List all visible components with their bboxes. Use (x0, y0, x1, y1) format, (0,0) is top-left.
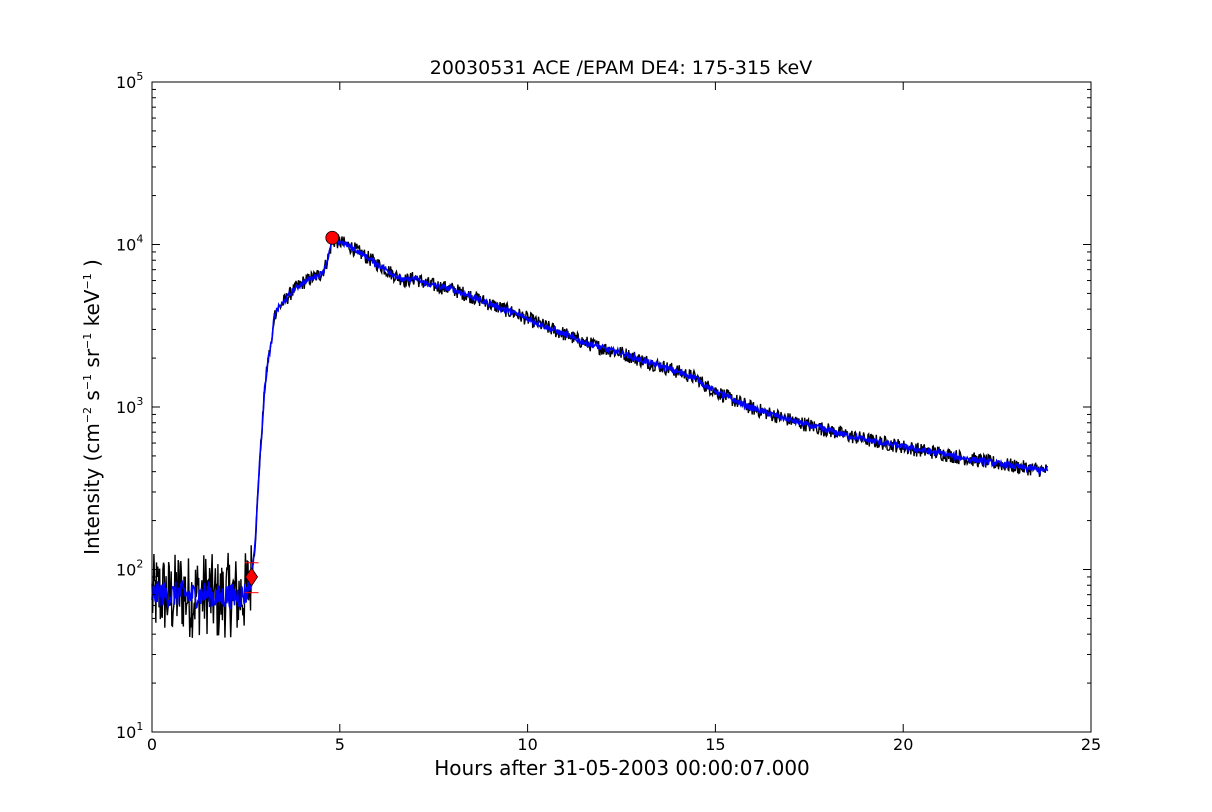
y-label-part2: s (80, 390, 104, 407)
y-tick-base: 10 (116, 561, 136, 580)
series-0 (151, 234, 1048, 638)
y-tick-base: 10 (116, 236, 136, 255)
y-tick-label: 104 (116, 233, 143, 255)
y-label-part3: sr (80, 348, 104, 374)
y-label-prefix: Intensity (cm (80, 423, 104, 555)
y-tick-label: 101 (116, 720, 143, 742)
y-label-exp2: −1 (81, 374, 94, 390)
y-tick-exp: 4 (136, 233, 143, 246)
x-tick-label: 5 (335, 735, 345, 754)
y-label-exp3: −1 (81, 333, 94, 349)
series-line-0 (151, 234, 1048, 638)
y-tick-base: 10 (116, 73, 136, 92)
series-1 (151, 235, 1049, 610)
x-axis-label: Hours after 31-05-2003 00:00:07.000 (434, 756, 810, 780)
plot-frame (151, 81, 1092, 733)
x-tick-label: 25 (1081, 735, 1101, 754)
x-tick-label: 0 (147, 735, 157, 754)
marker-layer (244, 230, 340, 594)
y-axis-label: Intensity (cm−2 s−1 sr−1 keV−1 ) (80, 259, 104, 555)
onset-marker (245, 567, 259, 587)
chart-title: 20030531 ACE /EPAM DE4: 175-315 keV (430, 57, 812, 79)
y-tick-exp: 5 (136, 70, 143, 83)
x-tick-label: 20 (893, 735, 913, 754)
series-layer (151, 234, 1049, 638)
y-tick-exp: 3 (136, 395, 143, 408)
series-line-1 (151, 235, 1049, 610)
y-label-suffix: ) (80, 259, 104, 273)
y-tick-label: 105 (116, 70, 143, 92)
y-label-part4: keV (80, 289, 104, 333)
y-tick-exp: 1 (136, 720, 143, 733)
y-label-exp1: −2 (81, 407, 94, 423)
y-tick-base: 10 (116, 723, 136, 742)
x-tick-label: 15 (705, 735, 725, 754)
y-tick-label: 102 (116, 558, 143, 580)
y-label-exp4: −1 (81, 273, 94, 289)
peak-marker (325, 230, 340, 245)
x-tick-label: 10 (517, 735, 537, 754)
y-tick-base: 10 (116, 398, 136, 417)
y-tick-label: 103 (116, 395, 143, 417)
x-axis: 0 5 10 15 20 25 (147, 82, 1101, 754)
y-tick-exp: 2 (136, 558, 143, 571)
